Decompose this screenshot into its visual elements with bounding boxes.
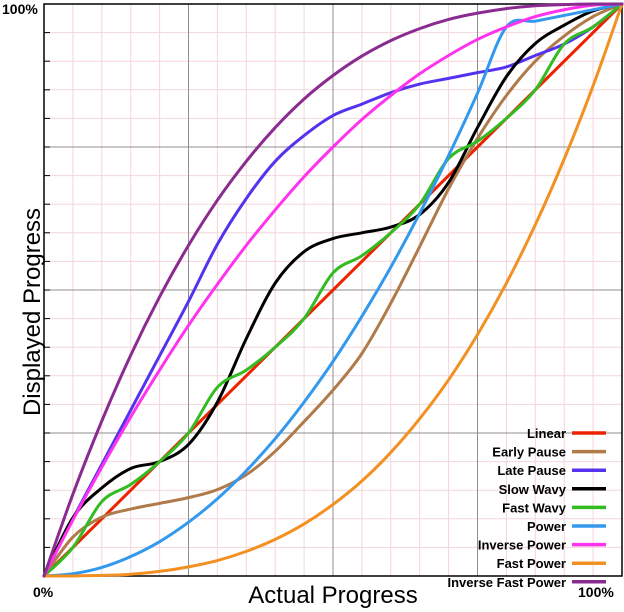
legend-label-linear: Linear [527, 426, 566, 441]
x-tick-label-0: 0% [33, 584, 54, 600]
series-line-fast-wavy [42, 2, 624, 578]
series-line-inverse-fast-power [42, 2, 624, 578]
legend-label-early-pause: Early Pause [492, 445, 566, 460]
x-tick-label-100: 100% [578, 584, 614, 600]
legend: Linear Early Pause Late Pause Slow Wavy Fast… [448, 426, 606, 590]
series-line-late-pause [42, 2, 624, 578]
y-axis-title: Displayed Progress [19, 208, 46, 416]
legend-label-inverse-power: Inverse Power [478, 538, 566, 553]
legend-label-fast-wavy: Fast Wavy [502, 500, 567, 515]
legend-label-fast-power: Fast Power [497, 556, 566, 571]
legend-label-power: Power [527, 519, 566, 534]
legend-label-slow-wavy: Slow Wavy [499, 482, 567, 497]
legend-label-late-pause: Late Pause [497, 463, 566, 478]
y-axis-ticks [44, 32, 50, 548]
series-line-fast-power [42, 2, 624, 578]
legend-label-inverse-fast-power: Inverse Fast Power [448, 575, 567, 590]
x-axis-title: Actual Progress [248, 582, 417, 609]
y-tick-label-100: 100% [2, 1, 38, 17]
series-line-early-pause [42, 2, 624, 578]
series-line-slow-wavy [42, 2, 624, 578]
series-line-inverse-power [42, 2, 624, 578]
series-layer [42, 2, 624, 578]
